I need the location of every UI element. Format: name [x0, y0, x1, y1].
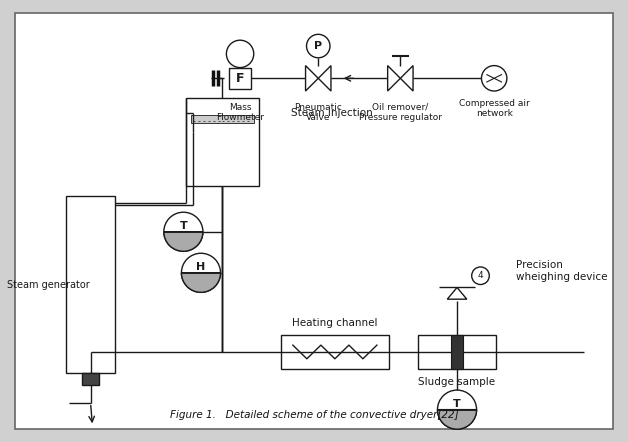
Text: H: H — [197, 262, 205, 272]
Text: Pneumatic
Valve: Pneumatic Valve — [295, 103, 342, 122]
Text: Sludge sample: Sludge sample — [418, 377, 495, 387]
Text: Oil remover/
Pressure regulator: Oil remover/ Pressure regulator — [359, 103, 442, 122]
Circle shape — [482, 65, 507, 91]
Text: Heating channel: Heating channel — [292, 318, 377, 328]
Text: Precision
wheighing device: Precision wheighing device — [516, 260, 607, 282]
Circle shape — [181, 253, 220, 292]
Polygon shape — [387, 65, 401, 91]
Text: T: T — [180, 221, 187, 231]
Text: Steam injection: Steam injection — [291, 107, 372, 118]
Circle shape — [306, 34, 330, 58]
Circle shape — [226, 40, 254, 68]
Bar — [66, 196, 115, 373]
Text: F: F — [236, 72, 244, 85]
Bar — [229, 68, 251, 89]
Text: P: P — [314, 41, 322, 51]
Text: Figure 1.   Detailed scheme of the convective dryer[22]: Figure 1. Detailed scheme of the convect… — [170, 411, 458, 420]
Polygon shape — [306, 65, 318, 91]
Wedge shape — [181, 273, 220, 292]
Text: T: T — [453, 399, 461, 409]
Bar — [418, 335, 496, 369]
Bar — [82, 373, 99, 385]
Wedge shape — [438, 410, 477, 429]
Bar — [191, 115, 254, 123]
Circle shape — [164, 212, 203, 251]
Polygon shape — [447, 287, 467, 299]
Circle shape — [438, 390, 477, 429]
Bar — [186, 98, 259, 186]
Wedge shape — [164, 232, 203, 251]
Polygon shape — [401, 65, 413, 91]
Bar — [451, 335, 463, 369]
Circle shape — [472, 267, 489, 285]
Polygon shape — [318, 65, 331, 91]
Text: Compressed air
network: Compressed air network — [459, 99, 529, 118]
Text: Steam generator: Steam generator — [7, 279, 90, 290]
Text: Mass
Flowmeter: Mass Flowmeter — [216, 103, 264, 122]
Bar — [281, 335, 389, 369]
Text: 4: 4 — [478, 271, 484, 280]
